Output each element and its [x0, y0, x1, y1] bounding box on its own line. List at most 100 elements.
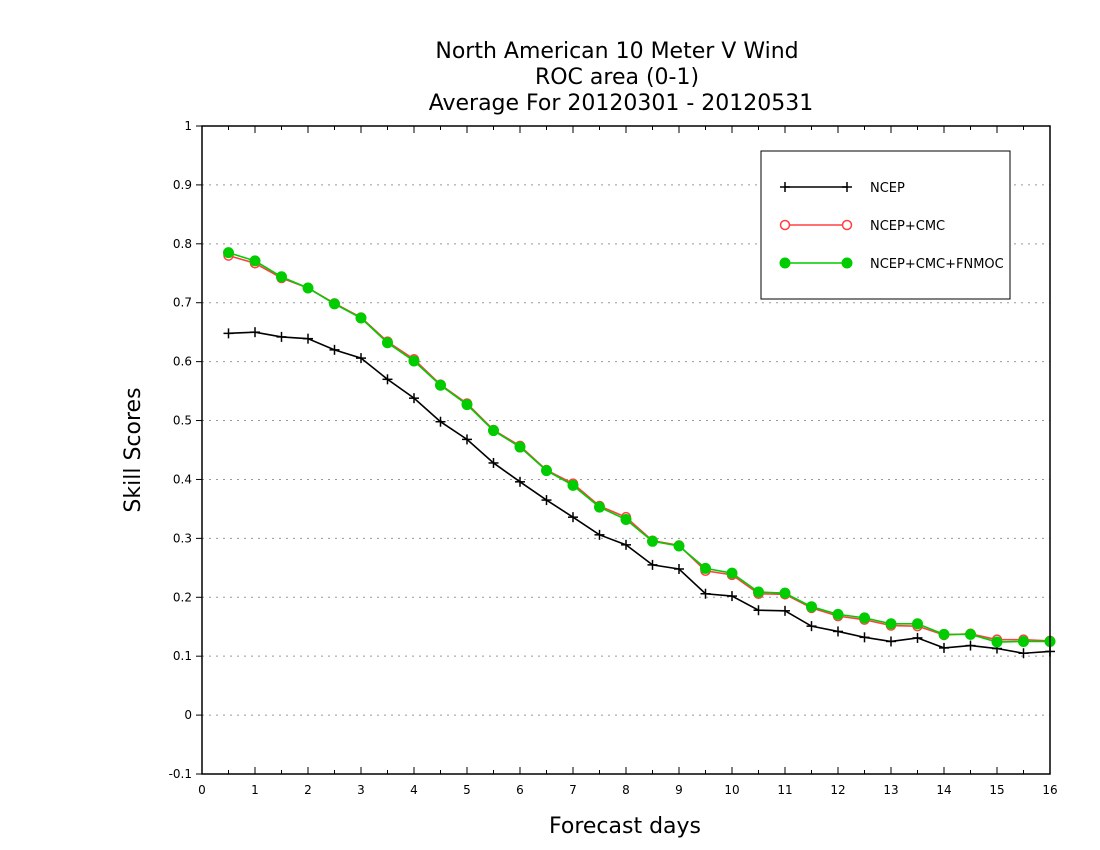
y-axis-label: Skill Scores [121, 387, 146, 512]
legend-label: NCEP [870, 181, 905, 196]
data-point [885, 618, 897, 630]
x-tick-label: 5 [463, 783, 471, 797]
data-point [647, 535, 658, 547]
x-tick-label: 8 [622, 783, 630, 797]
data-point [832, 608, 844, 620]
y-tick-label: -0.1 [169, 767, 192, 781]
data-point [568, 512, 578, 523]
x-tick-label: 16 [1042, 783, 1057, 797]
data-point [541, 495, 552, 506]
data-point [514, 441, 526, 453]
data-point [806, 601, 817, 613]
legend-entry: NCEP+CMC [779, 219, 945, 234]
y-tick-label: 0.4 [173, 472, 192, 486]
data-point [223, 247, 234, 259]
data-point [1018, 648, 1029, 659]
data-point [249, 255, 261, 267]
chart-title: North American 10 Meter V Wind ROC area … [429, 39, 814, 116]
data-point [435, 416, 446, 427]
data-point [302, 282, 314, 294]
series-ncep-cmc [223, 250, 1056, 647]
x-tick-label: 3 [357, 783, 365, 797]
data-point [621, 539, 631, 550]
x-tick-label: 9 [675, 783, 683, 797]
data-point [355, 312, 367, 324]
series-line [228, 331, 1051, 655]
data-point [726, 567, 738, 579]
y-tick-label: 0.9 [173, 178, 192, 192]
legend-entry: NCEP+CMC+FNMOC [779, 257, 1004, 272]
data-point [250, 327, 260, 338]
legend-label: NCEP+CMC [870, 219, 945, 234]
x-tick-label: 0 [198, 783, 206, 797]
data-point [939, 642, 949, 653]
legend-marker [779, 219, 791, 231]
data-point [912, 618, 923, 630]
x-tick-label: 15 [989, 783, 1004, 797]
data-point [594, 529, 605, 540]
legend-marker [780, 182, 790, 192]
data-point [886, 636, 896, 647]
data-point [462, 434, 472, 445]
data-point [859, 612, 870, 624]
x-tick-label: 12 [830, 783, 845, 797]
y-tick-label: 0 [184, 708, 192, 722]
series-ncep [223, 327, 1055, 659]
data-point [594, 501, 605, 513]
chart-title-line-3: Average For 20120301 - 20120531 [429, 91, 814, 116]
data-point [488, 425, 499, 437]
legend-marker [842, 182, 852, 192]
y-tick-label: 1 [184, 119, 192, 133]
chart-title-line-2: ROC area (0-1) [535, 65, 699, 90]
data-point [567, 479, 579, 491]
x-axis-label: Forecast days [549, 814, 701, 839]
x-tick-label: 14 [936, 783, 951, 797]
y-tick-label: 0.8 [173, 237, 192, 251]
data-point [1018, 635, 1029, 647]
data-point [435, 379, 446, 391]
data-point [276, 271, 287, 283]
data-point [806, 621, 817, 632]
series-ncep-cmc-fnmoc [223, 247, 1056, 648]
data-point [408, 355, 420, 367]
y-tick-label: 0.1 [173, 649, 192, 663]
y-tick-label: 0.7 [173, 296, 192, 310]
data-point [780, 605, 790, 616]
series-line [228, 251, 1050, 643]
data-point [727, 591, 737, 602]
x-tick-label: 1 [251, 783, 259, 797]
data-point [674, 563, 684, 574]
data-point [541, 465, 552, 477]
y-tick-label: 0.5 [173, 414, 192, 428]
x-tick-label: 13 [883, 783, 898, 797]
data-point [515, 476, 525, 487]
data-point [938, 628, 950, 640]
data-point [276, 331, 287, 342]
data-point [409, 393, 419, 404]
y-axis-ticks: -0.1 0 0.1 0.2 0.3 0.4 0.5 0.6 0.7 0.8 0.9 1 [169, 119, 202, 781]
legend-marker [841, 257, 853, 269]
data-point [620, 514, 632, 526]
data-point [700, 562, 711, 574]
data-point [223, 328, 234, 339]
data-point [700, 588, 711, 599]
data-point [965, 640, 976, 651]
data-point [779, 587, 791, 599]
data-point [329, 344, 340, 355]
x-axis-ticks: 0 1 2 3 4 5 6 7 8 9 10 11 12 13 14 15 16 [198, 126, 1058, 797]
y-tick-label: 0.6 [173, 355, 192, 369]
legend-entry: NCEP [780, 181, 905, 196]
data-point [329, 298, 340, 310]
x-tick-label: 2 [304, 783, 312, 797]
series-lines [223, 247, 1056, 659]
data-point [382, 337, 393, 349]
x-tick-label: 10 [724, 783, 739, 797]
legend-label: NCEP+CMC+FNMOC [870, 257, 1004, 272]
data-point [753, 586, 764, 598]
data-point [673, 540, 685, 552]
y-tick-label: 0.2 [173, 590, 192, 604]
x-tick-label: 6 [516, 783, 524, 797]
data-point [753, 605, 764, 616]
data-point [382, 374, 393, 385]
